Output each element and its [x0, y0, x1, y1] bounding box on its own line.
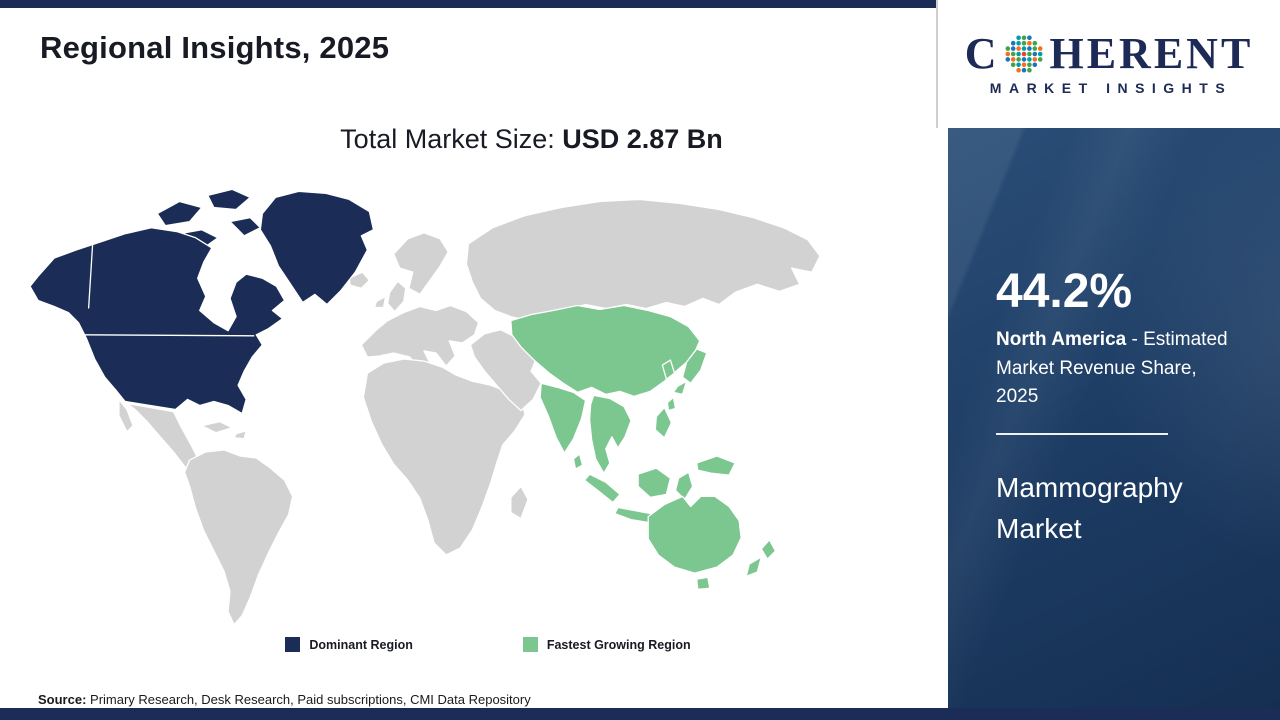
- region-united-kingdom: [386, 280, 407, 313]
- source-text: Primary Research, Desk Research, Paid su…: [86, 692, 531, 707]
- dominant-region-label: Dominant Region: [309, 637, 413, 652]
- map-legend: Dominant Region Fastest Growing Region: [0, 637, 948, 652]
- region-tasmania: [696, 576, 711, 590]
- fastest-growing-region-label: Fastest Growing Region: [546, 637, 691, 652]
- description-line-3: 2025: [996, 386, 1039, 407]
- highlight-panel: 44.2% North America - Estimated Market R…: [948, 128, 1280, 708]
- panel-divider: [996, 433, 1168, 435]
- top-accent-bar: [0, 0, 936, 8]
- region-new-zealand-north: [760, 539, 777, 560]
- region-arctic-island-2: [207, 188, 251, 211]
- region-japan: [681, 348, 708, 384]
- region-arctic-island-1: [156, 200, 203, 227]
- world-map: [29, 188, 821, 626]
- market-name: Mammography Market: [996, 472, 1183, 544]
- source-line: Source: Primary Research, Desk Research,…: [38, 692, 531, 707]
- region-baja: [118, 398, 134, 433]
- region-greenland: [259, 190, 375, 306]
- region-japan-south: [672, 380, 688, 396]
- region-ireland: [373, 295, 387, 309]
- region-india: [539, 382, 587, 454]
- brand-rest: HERENT: [1049, 29, 1254, 78]
- description-line-2: Market Revenue Share,: [996, 357, 1197, 379]
- region-name: North America: [996, 329, 1127, 350]
- logo-separator: [936, 0, 938, 128]
- region-hispaniola: [233, 430, 247, 440]
- region-arctic-island-4: [229, 216, 261, 237]
- alaska-border: [87, 243, 94, 309]
- region-madagascar: [510, 485, 529, 520]
- dominant-region-swatch: [285, 637, 301, 652]
- region-central-asia-china: [510, 304, 701, 398]
- brand-tagline: MARKET INSIGHTS: [989, 80, 1233, 96]
- region-sulawesi: [674, 471, 694, 501]
- market-share-description: North America - Estimated Market Revenue…: [996, 326, 1228, 412]
- region-sri-lanka: [572, 453, 584, 470]
- source-label: Source:: [38, 692, 87, 707]
- dominant-region-group: [29, 188, 375, 415]
- region-australia: [647, 495, 742, 574]
- region-korea: [661, 359, 676, 380]
- region-north-america: [29, 227, 286, 415]
- brand-wordmark: C HERENT: [965, 32, 1254, 76]
- region-cuba: [201, 420, 233, 434]
- market-share-value: 44.2%: [996, 265, 1133, 318]
- region-sumatra: [583, 473, 621, 504]
- region-taiwan: [666, 396, 677, 412]
- fastest-growing-region-group: [510, 304, 777, 590]
- total-market-size-label: Total Market Size:: [340, 124, 563, 154]
- region-new-zealand-south: [745, 556, 763, 577]
- page-title: Regional Insights, 2025: [40, 30, 390, 65]
- region-scandinavia: [393, 232, 449, 296]
- us-canada-border: [80, 334, 255, 337]
- fastest-growing-region-swatch: [522, 637, 538, 652]
- region-south-america: [183, 449, 294, 626]
- total-market-size: Total Market Size: USD 2.87 Bn: [0, 124, 948, 155]
- legend-item-fastest-growing: Fastest Growing Region: [522, 637, 691, 652]
- legend-item-dominant: Dominant Region: [285, 637, 413, 652]
- region-africa: [362, 358, 526, 556]
- bottom-accent-bar: [0, 708, 1280, 720]
- description-line-1: North America - Estimated: [996, 326, 1228, 355]
- region-philippines: [654, 406, 673, 439]
- region-russia: [465, 198, 821, 322]
- description-line-1-rest: - Estimated: [1126, 329, 1228, 350]
- brand-letter-c: C: [964, 29, 1000, 78]
- brand-logo: C HERENT MARKET INSIGHTS: [938, 0, 1280, 128]
- dotted-globe-icon: [1005, 35, 1043, 73]
- region-iceland: [348, 271, 371, 289]
- total-market-size-value: USD 2.87 Bn: [562, 124, 723, 154]
- region-borneo: [637, 467, 672, 499]
- region-new-guinea: [696, 455, 736, 476]
- region-indochina: [588, 394, 632, 474]
- region-europe: [360, 304, 480, 371]
